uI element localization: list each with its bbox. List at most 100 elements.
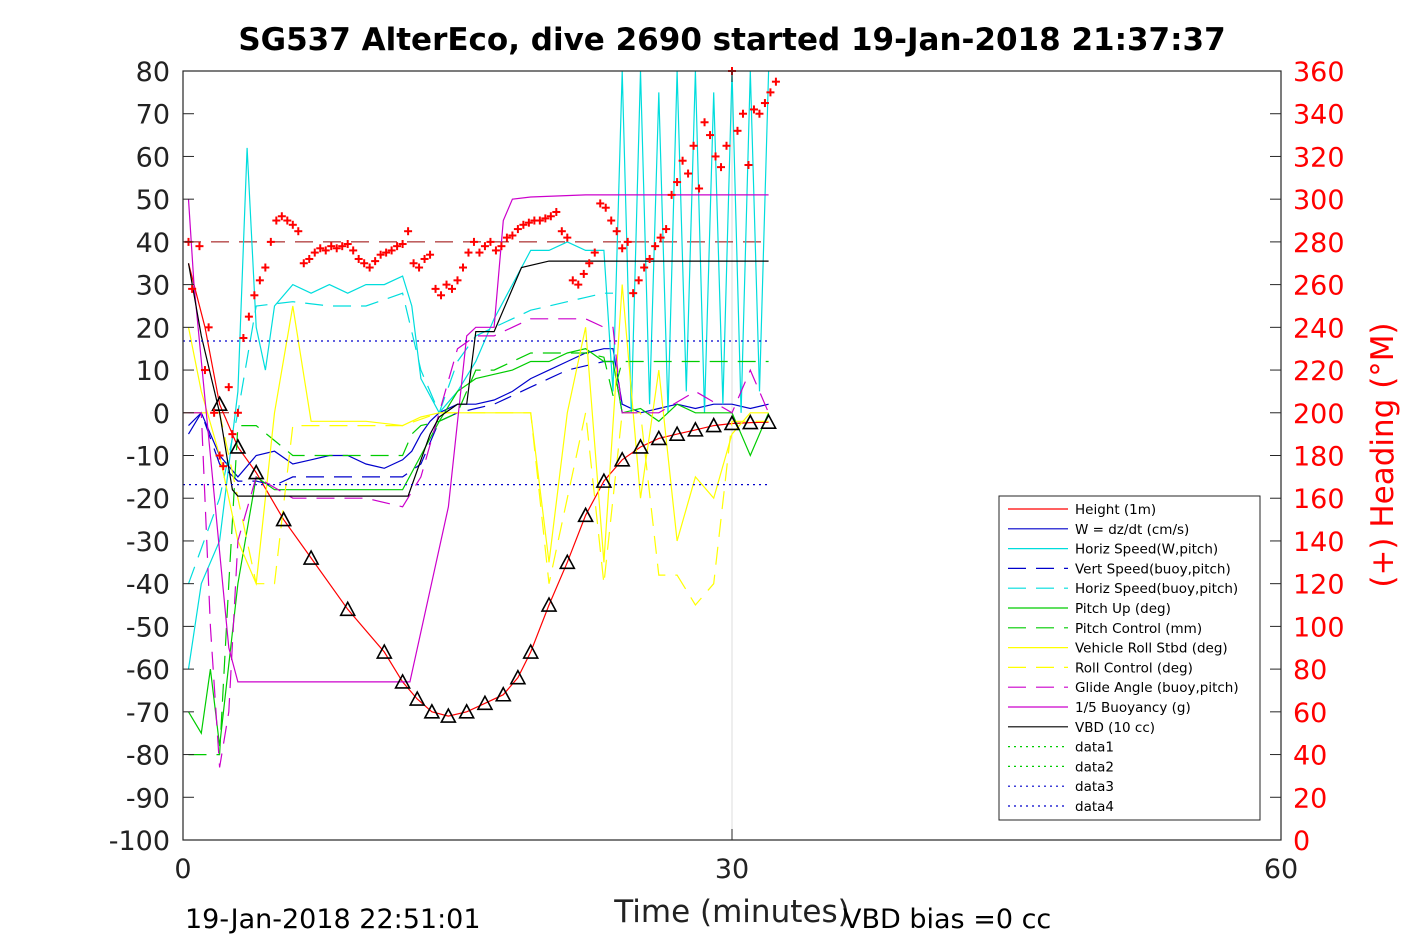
heading-point bbox=[486, 237, 495, 246]
series-line-9 bbox=[188, 318, 770, 768]
legend-label: data3 bbox=[1075, 779, 1114, 795]
right-tick-label: 240 bbox=[1293, 313, 1345, 344]
heading-point bbox=[519, 220, 528, 229]
left-tick-label: -30 bbox=[126, 527, 170, 558]
footer-timestamp: 19-Jan-2018 22:51:01 bbox=[185, 904, 481, 935]
heading-point bbox=[469, 237, 478, 246]
markers-layer bbox=[184, 67, 780, 723]
legend-label: data1 bbox=[1075, 740, 1114, 756]
legend: Height (1m) W = dz/dt (cm/s) Horiz Speed(W… bbox=[998, 495, 1261, 821]
left-axis-ticks: 80 70 60 50 40 30 20 10 0 -10 -20 -30 -40 -50 -60 -70 -8… bbox=[109, 57, 170, 857]
left-tick-label: -70 bbox=[126, 698, 170, 729]
heading-point bbox=[261, 263, 270, 272]
heading-point bbox=[563, 233, 572, 242]
left-tick-label: 40 bbox=[136, 228, 170, 259]
heading-point bbox=[513, 225, 522, 234]
heading-point bbox=[640, 263, 649, 272]
heading-point bbox=[717, 163, 726, 172]
heading-point bbox=[442, 280, 451, 289]
heading-point bbox=[662, 225, 671, 234]
height-marker bbox=[394, 673, 411, 689]
heading-point bbox=[706, 131, 715, 140]
heading-point bbox=[607, 216, 616, 225]
legend-label: data4 bbox=[1075, 799, 1114, 815]
heading-point bbox=[294, 227, 303, 236]
heading-point bbox=[601, 203, 610, 212]
heading-point bbox=[673, 178, 682, 187]
height-marker bbox=[595, 472, 613, 488]
height-marker bbox=[211, 395, 228, 412]
legend-box bbox=[998, 495, 1261, 821]
left-tick-label: -20 bbox=[126, 484, 170, 515]
heading-point bbox=[684, 169, 693, 178]
heading-point bbox=[255, 276, 264, 285]
heading-point bbox=[508, 231, 517, 240]
heading-point bbox=[629, 289, 638, 298]
heading-point bbox=[365, 263, 374, 272]
heading-point bbox=[299, 259, 308, 268]
left-tick-label: 50 bbox=[136, 185, 170, 216]
heading-point bbox=[233, 408, 242, 417]
left-tick-label: 0 bbox=[153, 399, 170, 430]
legend-label: Pitch Up (deg) bbox=[1075, 601, 1171, 617]
heading-point bbox=[188, 284, 197, 293]
heading-point bbox=[224, 383, 233, 392]
heading-point bbox=[338, 242, 347, 251]
legend-label: Horiz Speed(W,pitch) bbox=[1075, 542, 1218, 558]
right-tick-label: 260 bbox=[1293, 271, 1345, 302]
heading-point bbox=[277, 212, 286, 221]
height-marker bbox=[705, 416, 723, 433]
left-tick-label: 60 bbox=[136, 142, 170, 173]
heading-point bbox=[316, 244, 325, 253]
right-tick-label: 300 bbox=[1293, 185, 1345, 216]
heading-point bbox=[502, 233, 511, 242]
height-marker bbox=[339, 600, 357, 617]
footer-vbd-bias: VBD bias =0 cc bbox=[843, 904, 1051, 935]
heading-point bbox=[722, 141, 731, 150]
heading-point bbox=[480, 242, 489, 251]
right-tick-label: 40 bbox=[1293, 741, 1327, 772]
right-tick-label: 360 bbox=[1293, 57, 1345, 88]
height-marker bbox=[760, 413, 777, 429]
legend-label: Vehicle Roll Stbd (deg) bbox=[1075, 641, 1228, 657]
right-tick-label: 160 bbox=[1293, 484, 1345, 515]
heading-point bbox=[596, 199, 605, 208]
series-line-10 bbox=[187, 194, 769, 683]
heading-point bbox=[491, 246, 500, 255]
series-line-7 bbox=[187, 284, 769, 587]
height-marker bbox=[577, 506, 594, 523]
left-tick-label: -80 bbox=[126, 741, 170, 772]
right-axis-label: (+) Heading (°M) bbox=[1365, 322, 1401, 587]
right-tick-label: 60 bbox=[1293, 698, 1327, 729]
heading-point bbox=[382, 248, 391, 257]
heading-point bbox=[204, 323, 213, 332]
left-tick-label: 70 bbox=[136, 100, 170, 131]
height-marker bbox=[723, 414, 741, 431]
heading-point bbox=[415, 263, 424, 272]
series-line-8 bbox=[188, 412, 769, 607]
height-marker bbox=[440, 707, 457, 723]
heading-point bbox=[585, 259, 594, 268]
heading-point bbox=[475, 248, 484, 257]
heading-point bbox=[535, 216, 544, 225]
height-marker bbox=[494, 686, 512, 702]
heading-point bbox=[557, 227, 566, 236]
left-tick-label: 20 bbox=[136, 313, 170, 344]
height-marker bbox=[375, 643, 393, 659]
heading-point bbox=[266, 237, 275, 246]
height-marker bbox=[458, 703, 475, 719]
heading-point bbox=[200, 366, 209, 375]
legend-label: Vert Speed(buoy,pitch) bbox=[1075, 561, 1231, 577]
right-tick-label: 280 bbox=[1293, 228, 1345, 259]
right-tick-label: 180 bbox=[1293, 442, 1345, 473]
series-line-4 bbox=[187, 292, 613, 584]
height-marker bbox=[275, 510, 292, 527]
right-tick-label: 140 bbox=[1293, 527, 1345, 558]
heading-point bbox=[288, 220, 297, 229]
series-layer bbox=[183, 70, 770, 768]
heading-point bbox=[244, 312, 253, 321]
chart-title: SG537 AlterEco, dive 2690 started 19-Jan… bbox=[238, 22, 1225, 58]
heading-point bbox=[343, 240, 352, 249]
heading-point bbox=[645, 254, 654, 263]
heading-point bbox=[210, 408, 219, 417]
